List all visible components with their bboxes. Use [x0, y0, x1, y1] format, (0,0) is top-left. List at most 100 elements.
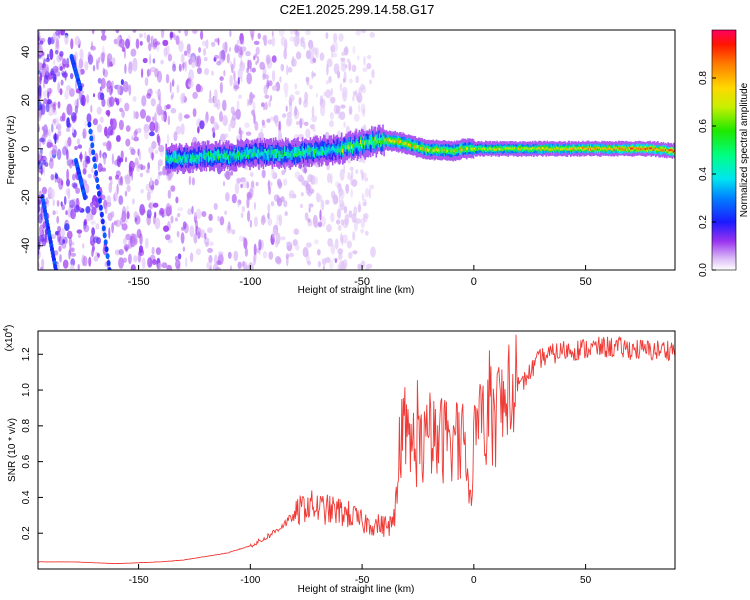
noise-speckle [100, 34, 107, 41]
noise-speckle [87, 54, 94, 65]
ridge-cell [311, 149, 314, 159]
noise-speckle [255, 61, 258, 65]
ridge-cell [443, 148, 446, 152]
ridge-cell [296, 147, 298, 157]
ridge-cell [586, 147, 589, 153]
ridge-cell [353, 141, 355, 145]
noise-speckle [298, 97, 302, 106]
ridge-cell [534, 147, 536, 150]
noise-speckle [57, 101, 61, 109]
ridge-cell [520, 147, 523, 150]
noise-speckle [63, 195, 67, 206]
ridge-cell [251, 153, 254, 157]
noise-speckle [47, 36, 52, 46]
noise-speckle [137, 148, 140, 156]
ridge-cell [577, 147, 580, 150]
ridge-cell [414, 145, 417, 148]
noise-speckle [44, 233, 48, 244]
noise-speckle [190, 56, 196, 69]
noise-speckle [112, 57, 116, 66]
noise-speckle [61, 228, 65, 238]
noise-speckle [233, 57, 236, 69]
ridge-cell [187, 154, 190, 159]
ridge-cell [307, 152, 309, 157]
noise-speckle [50, 68, 54, 76]
ridge-cell [305, 147, 307, 157]
noise-speckle [364, 177, 369, 182]
noise-speckle [312, 215, 318, 227]
ridge-cell [252, 152, 255, 157]
noise-speckle [163, 225, 169, 232]
noise-speckle [125, 138, 131, 147]
noise-speckle [325, 89, 332, 99]
noise-speckle [243, 264, 249, 270]
ridge-cell [457, 149, 459, 153]
noise-speckle [207, 247, 213, 253]
noise-speckle [364, 230, 369, 236]
ridge-cell [372, 137, 374, 141]
noise-speckle [91, 166, 94, 174]
noise-speckle [38, 90, 41, 102]
noise-speckle [170, 107, 177, 114]
ridge-cell [347, 144, 350, 149]
ridge-cell [637, 145, 639, 151]
noise-speckle [200, 30, 204, 40]
noise-speckle [209, 241, 214, 246]
noise-speckle [331, 51, 334, 59]
ridge-cell [649, 147, 651, 150]
ridge-cell [546, 146, 549, 149]
ridge-cell [498, 147, 500, 151]
ridge-cell [583, 148, 585, 151]
noise-speckle [151, 201, 154, 210]
ridge-cell [194, 157, 197, 162]
noise-speckle [295, 51, 302, 60]
ridge-cell [200, 153, 202, 163]
noise-speckle [74, 36, 81, 46]
noise-speckle [118, 97, 123, 103]
ridge-cell [575, 148, 578, 151]
noise-speckle [132, 96, 137, 102]
noise-speckle [357, 55, 360, 61]
noise-speckle [366, 54, 372, 60]
ridge-cell [639, 148, 641, 151]
noise-speckle [149, 68, 152, 76]
ridge-cell [644, 148, 647, 151]
ridge-cell [615, 146, 618, 149]
noise-speckle [93, 200, 97, 206]
noise-speckle [52, 199, 55, 206]
ridge-cell [286, 152, 288, 157]
noise-speckle [182, 246, 186, 252]
ridge-cell [274, 151, 277, 155]
ridge-cell [216, 152, 219, 157]
ridge-cell [213, 156, 216, 161]
noise-speckle [79, 153, 83, 160]
noise-speckle [349, 108, 353, 115]
noise-speckle [120, 79, 124, 86]
noise-speckle [216, 98, 221, 110]
ridge-cell [633, 147, 636, 150]
ridge-cell [661, 149, 664, 152]
noise-speckle [254, 121, 259, 131]
ridge-cell [672, 150, 675, 153]
ridge-cell [271, 150, 274, 154]
noise-speckle [219, 216, 225, 226]
noise-speckle [106, 53, 113, 63]
noise-speckle [262, 251, 268, 259]
ridge-cell [295, 149, 297, 154]
noise-speckle [152, 116, 155, 122]
noise-speckle [240, 46, 247, 52]
noise-speckle [170, 185, 176, 192]
noise-speckle [265, 54, 271, 65]
noise-speckle [64, 34, 69, 45]
ridge-cell [624, 148, 627, 151]
ridge-cell [262, 143, 265, 160]
noise-speckle [47, 72, 51, 81]
noise-speckle [178, 30, 181, 34]
noise-speckle [247, 210, 251, 222]
ridge-cell [653, 145, 656, 151]
noise-speckle [249, 219, 253, 228]
ridge-cell [204, 156, 207, 161]
ridge-cell [247, 150, 249, 155]
ridge-cell [415, 145, 418, 149]
ridge-cell [501, 148, 504, 151]
